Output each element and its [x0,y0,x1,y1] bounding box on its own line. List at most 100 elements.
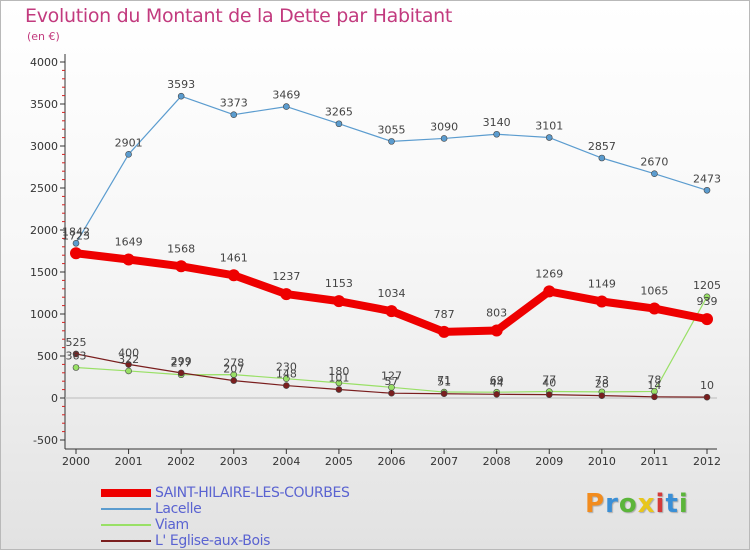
data-point [175,260,188,273]
x-tick-label: 2002 [167,455,195,468]
data-point [283,375,290,382]
data-point [648,302,661,315]
data-point [703,293,711,301]
logo-letter: P [585,489,606,519]
data-label: 180 [328,365,349,378]
chart-axes: -500 0 500 1000 1500 2000 2500 3000 3500 4000 2000… [30,54,721,468]
data-label: 148 [276,368,297,381]
data-label: 230 [276,361,297,374]
data-point [177,369,185,377]
data-label: 3140 [483,116,511,129]
data-label: 363 [66,350,87,363]
data-label: 400 [118,346,139,359]
legend-label: L' Eglise-aux-Bois [155,533,271,549]
data-label: 1568 [167,242,195,255]
data-point [598,392,606,399]
logo-letter: t [665,489,679,519]
legend-swatch [101,489,151,497]
data-label: 3055 [378,123,406,136]
x-tick-label: 2012 [693,455,721,468]
data-label: 3593 [167,78,195,91]
data-point [545,134,553,141]
chart-title: Evolution du Montant de la Dette par Hab… [25,5,453,27]
data-point [703,393,711,401]
data-point [72,364,80,371]
data-label: 939 [697,295,718,308]
legend-item: Lacelle [101,501,401,518]
data-label: 73 [595,374,609,387]
y-tick-label: 1500 [30,266,58,279]
data-label: 803 [486,307,507,320]
legend-label: Lacelle [155,501,202,517]
legend-label: Viam [155,517,189,533]
y-tick-label: 3000 [30,140,58,153]
x-tick-label: 2011 [640,455,668,468]
x-tick-label: 2004 [272,455,300,468]
legend-swatch [101,508,151,510]
data-label: 1034 [378,287,406,300]
chart-data-labels: 1723 1649 1568 1461 1237 1153 1034 787 803 1269 11… [62,78,721,392]
data-point [493,391,500,398]
data-label: 1723 [62,229,90,242]
data-label: 1153 [325,277,353,290]
data-point [701,313,713,326]
y-tick-label: 500 [37,350,58,363]
data-point [598,154,606,162]
data-label: 1461 [220,251,248,264]
data-label: 3265 [325,106,353,119]
y-tick-label: 4000 [30,56,58,69]
legend-item: Viam [101,517,401,534]
data-label: 28 [595,378,609,391]
data-label: 1149 [588,277,616,290]
legend-swatch [101,540,151,542]
data-label: 3090 [430,120,458,133]
data-label: 2857 [588,140,616,153]
legend-item: SAINT-HILAIRE-LES-COURBES [101,485,401,502]
data-point [490,324,503,337]
logo-letter: r [605,489,619,519]
data-label: 127 [381,369,402,382]
data-label: 71 [437,374,451,387]
legend-item: L' Eglise-aux-Bois [101,533,401,550]
y-tick-label: -500 [33,434,58,447]
chart-subtitle: (en €) [27,30,60,43]
data-point [125,361,132,368]
data-point [651,170,658,178]
data-label: 1237 [272,270,300,283]
data-point [280,288,293,301]
logo-letter: i [678,489,689,519]
data-point [72,239,80,247]
data-label: 2670 [640,156,668,169]
data-point [335,120,343,128]
data-point [283,382,290,389]
data-label: 44 [490,376,504,389]
data-label: 3469 [272,89,300,102]
data-point [335,386,343,393]
proxiti-logo: Proxiti [585,489,689,519]
data-point [543,285,556,298]
series-line [75,95,708,244]
data-label: 1649 [115,235,143,248]
data-point [230,111,238,118]
data-label: 3101 [535,120,563,133]
data-point [651,393,658,401]
data-label: 69 [490,374,504,387]
data-label: 101 [328,372,349,385]
data-point [703,186,711,194]
data-point [283,103,290,110]
y-tick-label: 2000 [30,224,58,237]
data-point [388,138,395,145]
data-label: 3373 [220,97,248,110]
data-point [595,295,608,308]
data-point [385,305,398,318]
x-tick-label: 2003 [220,455,248,468]
data-point [227,269,240,282]
chart-series [70,92,713,401]
data-label: 299 [171,355,192,368]
data-label: 78 [647,373,661,386]
x-tick-label: 2010 [588,455,616,468]
y-tick-label: 0 [51,392,58,405]
data-point [440,390,448,398]
data-point [125,367,132,375]
